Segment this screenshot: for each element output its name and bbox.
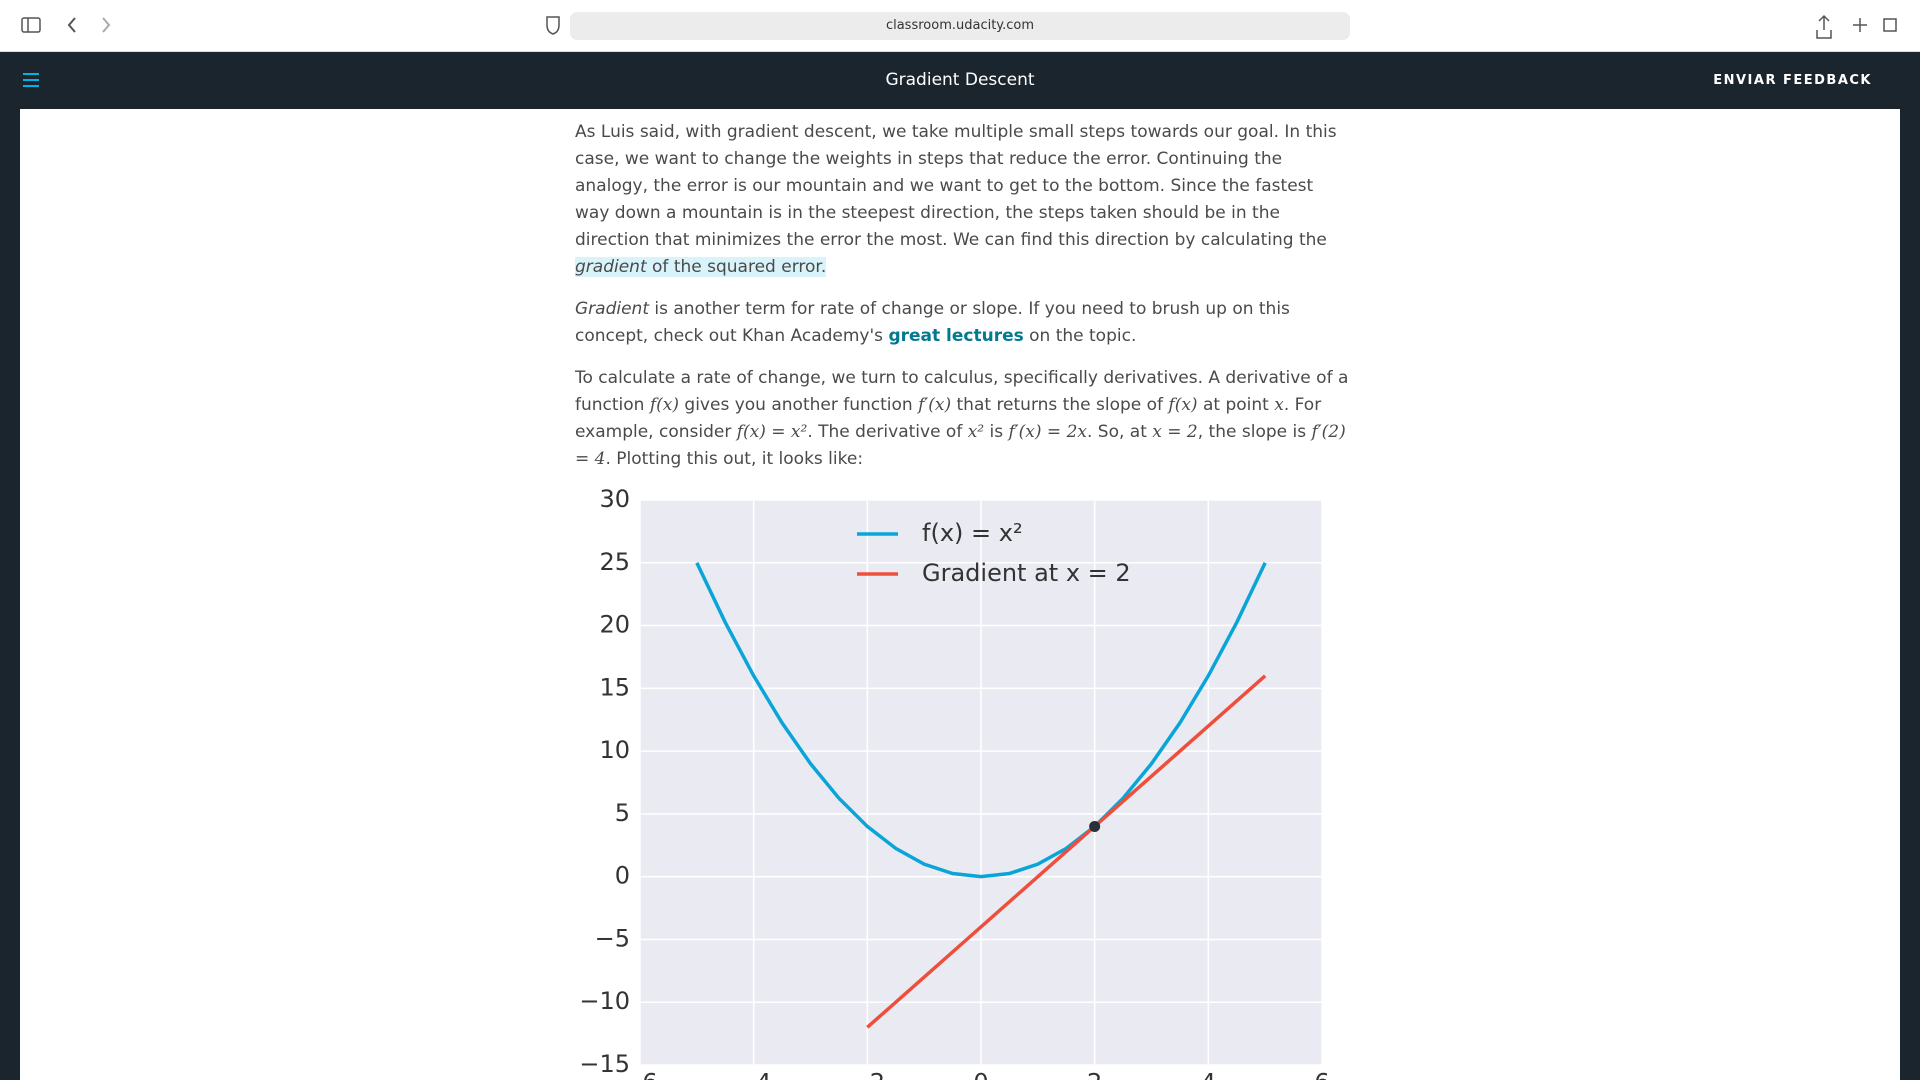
y-tick-label: 0 bbox=[615, 862, 630, 890]
toolbar-icons bbox=[21, 14, 1897, 39]
text-run: Gradient bbox=[575, 299, 649, 319]
link[interactable]: great lectures bbox=[888, 326, 1024, 346]
forward-button[interactable] bbox=[102, 17, 111, 33]
text-run: f(x) = x² bbox=[736, 422, 808, 442]
share-button[interactable] bbox=[1816, 14, 1832, 39]
y-tick-label: 20 bbox=[599, 611, 630, 639]
legend-label: f(x) = x² bbox=[922, 519, 1023, 547]
article: As Luis said, with gradient descent, we … bbox=[575, 119, 1350, 488]
text-run: f(x) bbox=[649, 395, 680, 415]
x-tick-label: 2 bbox=[1087, 1069, 1102, 1080]
text-run: x bbox=[1274, 395, 1284, 415]
x-tick-label: −2 bbox=[850, 1069, 885, 1080]
lesson-title: Gradient Descent bbox=[885, 70, 1035, 90]
x-tick-label: 6 bbox=[1314, 1069, 1329, 1080]
menu-icon bbox=[23, 73, 39, 87]
y-tick-label: 5 bbox=[615, 799, 630, 827]
tabs-button[interactable] bbox=[1883, 18, 1897, 32]
text-run: gives you another function bbox=[679, 395, 919, 415]
series-line bbox=[866, 674, 1267, 1029]
sidebar-icon[interactable] bbox=[21, 17, 41, 33]
text-run: To calculate a rate of change, we turn t… bbox=[575, 368, 1349, 415]
text-run: f′(x) = 2x bbox=[1008, 422, 1087, 442]
text-run: . So, at bbox=[1086, 422, 1153, 442]
text-run: x = 2 bbox=[1152, 422, 1198, 442]
y-tick-label: 25 bbox=[599, 548, 630, 576]
url-text: classroom.udacity.com bbox=[885, 18, 1035, 33]
content: As Luis said, with gradient descent, we … bbox=[20, 109, 1900, 1080]
text-run: , the slope is bbox=[1197, 422, 1312, 442]
feedback-button[interactable]: ENVIAR FEEDBACK bbox=[1713, 73, 1872, 88]
y-tick-label: −10 bbox=[579, 987, 630, 1015]
new-tab-button[interactable] bbox=[1853, 18, 1867, 32]
text-run: . Plotting this out, it looks like: bbox=[605, 449, 864, 469]
y-tick-label: −15 bbox=[579, 1050, 630, 1078]
text-run: at point bbox=[1197, 395, 1275, 415]
y-tick-label: 30 bbox=[599, 485, 630, 513]
browser-toolbar: classroom.udacity.com bbox=[0, 0, 1920, 52]
text-run: f′(x) bbox=[918, 395, 952, 415]
paragraph: Gradient is another term for rate of cha… bbox=[575, 296, 1350, 350]
x-tick-label: −6 bbox=[622, 1069, 657, 1080]
paragraph: As Luis said, with gradient descent, we … bbox=[575, 119, 1350, 281]
x-tick-label: 4 bbox=[1201, 1069, 1216, 1080]
address-bar[interactable]: classroom.udacity.com bbox=[570, 12, 1350, 40]
y-tick-label: 15 bbox=[599, 673, 630, 701]
text-run: f′(2) = 4 bbox=[575, 422, 1346, 469]
menu-button[interactable] bbox=[20, 52, 60, 109]
text-run: of the squared error. bbox=[646, 257, 827, 277]
point bbox=[1089, 820, 1101, 832]
chart: −15 −10 −5 0 5 10 15 20 25 30 −6 −4 −2 0 2 4 6 f(x) = x² G… bbox=[579, 485, 1329, 1080]
x-tick-label: 0 bbox=[973, 1069, 988, 1080]
legend-label: Gradient at x = 2 bbox=[922, 559, 1131, 587]
text-run: gradient bbox=[575, 257, 647, 277]
text-run: . The derivative of bbox=[807, 422, 968, 442]
x-tick-label: −4 bbox=[736, 1069, 771, 1080]
text-run: x² bbox=[967, 422, 985, 442]
shield-icon[interactable] bbox=[546, 16, 560, 35]
text-run: is bbox=[984, 422, 1009, 442]
y-tick-label: 10 bbox=[599, 736, 630, 764]
text-run: As Luis said, with gradient descent, we … bbox=[575, 122, 1337, 250]
text-run: that returns the slope of bbox=[951, 395, 1169, 415]
text-run: f(x) bbox=[1168, 395, 1198, 415]
text-run: . For example, consider bbox=[575, 395, 1322, 442]
series-line bbox=[695, 562, 1267, 879]
text-run: is another term for rate of change or sl… bbox=[575, 299, 1290, 346]
app-header: Gradient Descent ENVIAR FEEDBACK bbox=[0, 52, 1920, 109]
y-tick-label: −5 bbox=[595, 924, 630, 952]
paragraph: To calculate a rate of change, we turn t… bbox=[575, 365, 1350, 473]
text-run: on the topic. bbox=[1023, 326, 1137, 346]
back-button[interactable] bbox=[67, 17, 76, 33]
